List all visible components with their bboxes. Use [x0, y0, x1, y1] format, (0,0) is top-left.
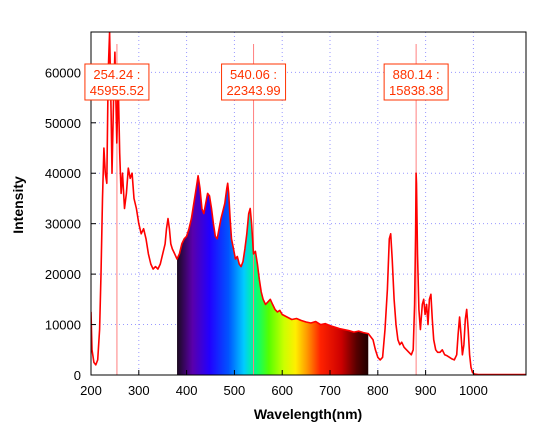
x-tick-label: 800 — [367, 383, 389, 398]
gridlines — [91, 32, 526, 375]
x-tick-label: 900 — [415, 383, 437, 398]
y-tick-label: 40000 — [45, 166, 81, 181]
annotation-wavelength: 254.24 : — [93, 67, 140, 82]
y-axis-title: Intensity — [10, 176, 26, 234]
annotation-wavelength: 880.14 : — [393, 67, 440, 82]
y-tick-label: 50000 — [45, 116, 81, 131]
annotation-intensity: 45955.52 — [90, 83, 144, 98]
tick-labels: 200 300 400 500 600 700 800 900 1000010000200003… — [45, 65, 488, 398]
annotation-box — [84, 63, 150, 101]
y-tick-label: 0 — [74, 368, 81, 383]
y-tick-label: 60000 — [45, 65, 81, 80]
annotation-box — [383, 63, 449, 101]
x-tick-label: 200 — [80, 383, 102, 398]
annotation-box — [221, 63, 287, 101]
plot-frame — [90, 31, 527, 376]
y-tick-label: 20000 — [45, 267, 81, 282]
annotation-wavelength: 540.06 : — [230, 67, 277, 82]
marker-annotation: 540.06 :22343.99 — [221, 63, 287, 101]
x-tick-label: 300 — [128, 383, 150, 398]
spectrum-line — [91, 32, 526, 375]
x-tick-label: 400 — [176, 383, 198, 398]
annotation-intensity: 15838.38 — [389, 83, 443, 98]
y-tick-label: 10000 — [45, 318, 81, 333]
spectrum-series-line — [91, 32, 526, 375]
annotation-intensity: 22343.99 — [226, 83, 280, 98]
x-tick-label: 500 — [224, 383, 246, 398]
x-tick-label: 600 — [271, 383, 293, 398]
marker-annotations: 254.24 :45955.52 540.06 :22343.99 880.14 :… — [84, 63, 449, 101]
marker-annotation: 880.14 :15838.38 — [383, 63, 449, 101]
x-tick-label: 1000 — [459, 383, 488, 398]
y-tick-label: 30000 — [45, 217, 81, 232]
marker-annotation: 254.24 :45955.52 — [84, 63, 150, 101]
x-tick-label: 700 — [319, 383, 341, 398]
x-axis-title: Wavelength(nm) — [254, 406, 362, 422]
